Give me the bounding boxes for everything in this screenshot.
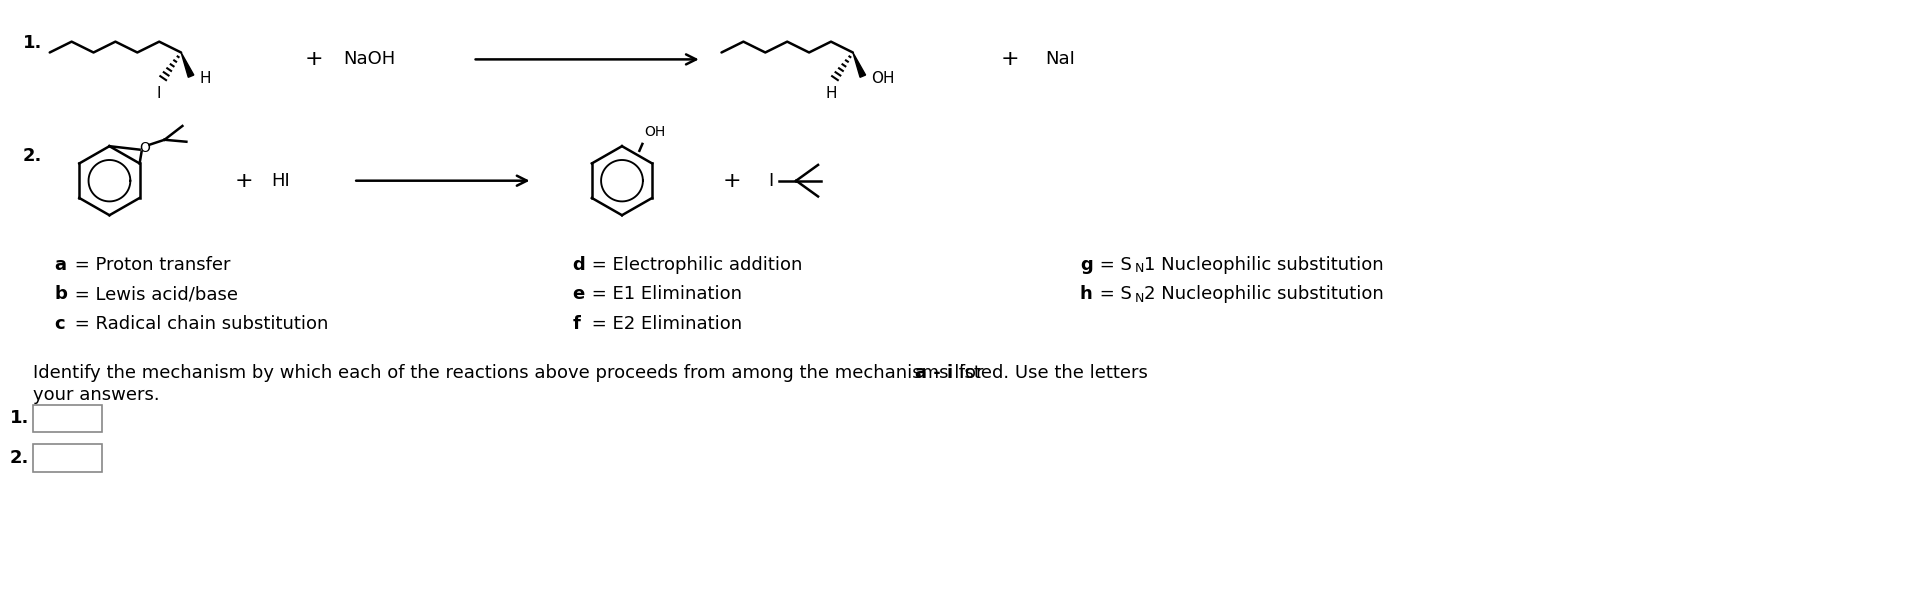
Bar xyxy=(32,405,103,432)
Text: H: H xyxy=(199,71,210,86)
Text: = Lewis acid/base: = Lewis acid/base xyxy=(69,285,237,303)
Text: HI: HI xyxy=(271,172,290,190)
Text: e: e xyxy=(573,285,584,303)
Text: Identify the mechanism by which each of the reactions above proceeds from among : Identify the mechanism by which each of … xyxy=(32,364,1154,382)
Text: O: O xyxy=(139,141,151,155)
Text: a: a xyxy=(55,255,67,274)
Bar xyxy=(32,444,103,472)
Text: 2 Nucleophilic substitution: 2 Nucleophilic substitution xyxy=(1144,285,1385,303)
Text: = Radical chain substitution: = Radical chain substitution xyxy=(69,315,329,333)
Text: +: + xyxy=(235,171,254,191)
Text: for: for xyxy=(953,364,984,382)
Text: H: H xyxy=(825,86,837,101)
Text: = Electrophilic addition: = Electrophilic addition xyxy=(586,255,802,274)
Text: your answers.: your answers. xyxy=(32,386,159,403)
Text: N: N xyxy=(1135,262,1144,275)
Text: 1 Nucleophilic substitution: 1 Nucleophilic substitution xyxy=(1144,255,1385,274)
Text: = E2 Elimination: = E2 Elimination xyxy=(586,315,743,333)
Text: b: b xyxy=(55,285,67,303)
Text: = S: = S xyxy=(1094,255,1131,274)
Polygon shape xyxy=(854,53,865,77)
Text: +: + xyxy=(1001,50,1020,69)
Text: f: f xyxy=(573,315,581,333)
Text: 1.: 1. xyxy=(10,410,29,428)
Text: h: h xyxy=(1079,285,1093,303)
Text: OH: OH xyxy=(871,71,894,86)
Text: NaOH: NaOH xyxy=(344,50,395,68)
Text: +: + xyxy=(722,171,741,191)
Text: I: I xyxy=(157,86,162,101)
Text: c: c xyxy=(55,315,65,333)
Polygon shape xyxy=(181,53,193,77)
Text: g: g xyxy=(1079,255,1093,274)
Text: +: + xyxy=(304,50,323,69)
Text: N: N xyxy=(1135,292,1144,304)
Text: 1.: 1. xyxy=(23,34,42,51)
Text: = S: = S xyxy=(1094,285,1131,303)
Text: OH: OH xyxy=(644,125,665,139)
Text: a - i: a - i xyxy=(915,364,953,382)
Text: 2.: 2. xyxy=(10,449,29,467)
Text: = Proton transfer: = Proton transfer xyxy=(69,255,229,274)
Text: = E1 Elimination: = E1 Elimination xyxy=(586,285,743,303)
Text: 2.: 2. xyxy=(23,147,42,165)
Text: I: I xyxy=(768,172,774,190)
Text: d: d xyxy=(573,255,584,274)
Text: NaI: NaI xyxy=(1045,50,1075,68)
